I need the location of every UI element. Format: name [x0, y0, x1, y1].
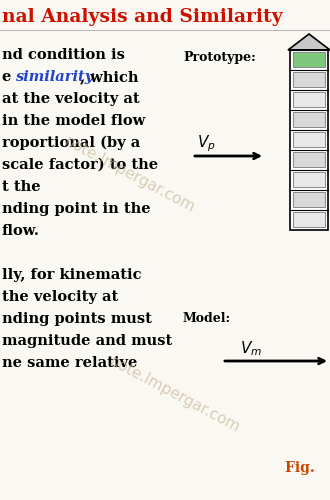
Bar [293, 112, 325, 127]
Text: nding point in the: nding point in the [2, 202, 150, 216]
Text: note.Impergar.com: note.Impergar.com [62, 134, 198, 216]
Text: $V_p$: $V_p$ [197, 134, 216, 154]
Text: at the velocity at: at the velocity at [2, 92, 140, 106]
Text: in the model flow: in the model flow [2, 114, 145, 128]
Text: similarity: similarity [15, 70, 93, 84]
Bar [293, 132, 325, 147]
Text: scale factor) to the: scale factor) to the [2, 158, 158, 172]
Bar [293, 52, 325, 67]
Text: e: e [2, 70, 16, 84]
Text: , which: , which [80, 70, 139, 84]
Text: note.Impergar.com: note.Impergar.com [107, 354, 243, 436]
Bar [290, 50, 328, 230]
Text: flow.: flow. [2, 224, 40, 238]
Text: $V_m$: $V_m$ [240, 340, 262, 358]
Text: magnitude and must: magnitude and must [2, 334, 172, 348]
Bar [293, 192, 325, 207]
Bar [293, 172, 325, 187]
Text: nal Analysis and Similarity: nal Analysis and Similarity [2, 8, 283, 26]
Text: nd condition is: nd condition is [2, 48, 125, 62]
Text: nding points must: nding points must [2, 312, 152, 326]
Bar [293, 212, 325, 227]
Text: Fig.: Fig. [285, 461, 320, 475]
Text: lly, for kinematic: lly, for kinematic [2, 268, 142, 282]
Bar [293, 72, 325, 87]
Bar [293, 92, 325, 107]
Text: the velocity at: the velocity at [2, 290, 118, 304]
Text: ne same relative: ne same relative [2, 356, 137, 370]
Text: t the: t the [2, 180, 41, 194]
Text: Prototype:: Prototype: [183, 52, 256, 64]
Text: Model:: Model: [183, 312, 231, 324]
Text: roportional (by a: roportional (by a [2, 136, 140, 150]
Bar [293, 152, 325, 167]
Polygon shape [288, 34, 330, 50]
